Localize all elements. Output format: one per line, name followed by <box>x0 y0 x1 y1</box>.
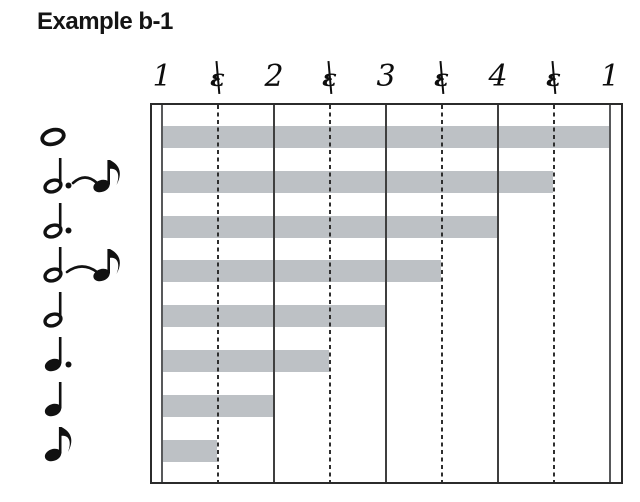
beat-label-and: ɛ <box>433 60 451 96</box>
beat-line <box>608 105 612 482</box>
quarter-note-icon <box>44 382 62 417</box>
beat-label: 3 <box>376 59 396 94</box>
beat-label-and: ɛ <box>209 60 227 96</box>
beat-label-and: ɛ <box>321 60 339 96</box>
duration-bar-eighth-note <box>161 440 217 462</box>
note-symbols-column <box>0 0 150 502</box>
duration-bar-half-note-tied-to-eighth-note <box>161 260 441 282</box>
duration-bar-dotted-quarter-note <box>161 350 329 372</box>
half-note-tied-to-eighth-note-icon <box>43 247 120 283</box>
duration-bar-dotted-half-note-tied-to-eighth-note <box>161 171 553 193</box>
page-title: Example b-1 <box>37 8 173 35</box>
offbeat-dashed-line <box>217 105 219 482</box>
beat-line <box>497 105 499 482</box>
chart-plot-area <box>150 103 623 484</box>
beat-line <box>160 105 164 482</box>
offbeat-dashed-line <box>553 105 555 482</box>
offbeat-dashed-line <box>329 105 331 482</box>
beat-line <box>385 105 387 482</box>
whole-note-icon <box>40 127 66 147</box>
dotted-quarter-note-icon <box>44 337 72 372</box>
dotted-half-note-tied-to-eighth-note-icon <box>43 158 120 194</box>
eighth-note-icon <box>44 427 72 462</box>
beat-label: 2 <box>264 59 284 94</box>
beat-label-and: ɛ <box>545 60 563 96</box>
beat-label: 1 <box>152 59 172 94</box>
beat-label: 4 <box>488 59 508 94</box>
offbeat-dashed-line <box>441 105 443 482</box>
half-note-icon <box>43 292 63 328</box>
beat-label: 1 <box>600 59 620 94</box>
dotted-half-note-icon <box>43 203 72 239</box>
beat-line <box>273 105 275 482</box>
